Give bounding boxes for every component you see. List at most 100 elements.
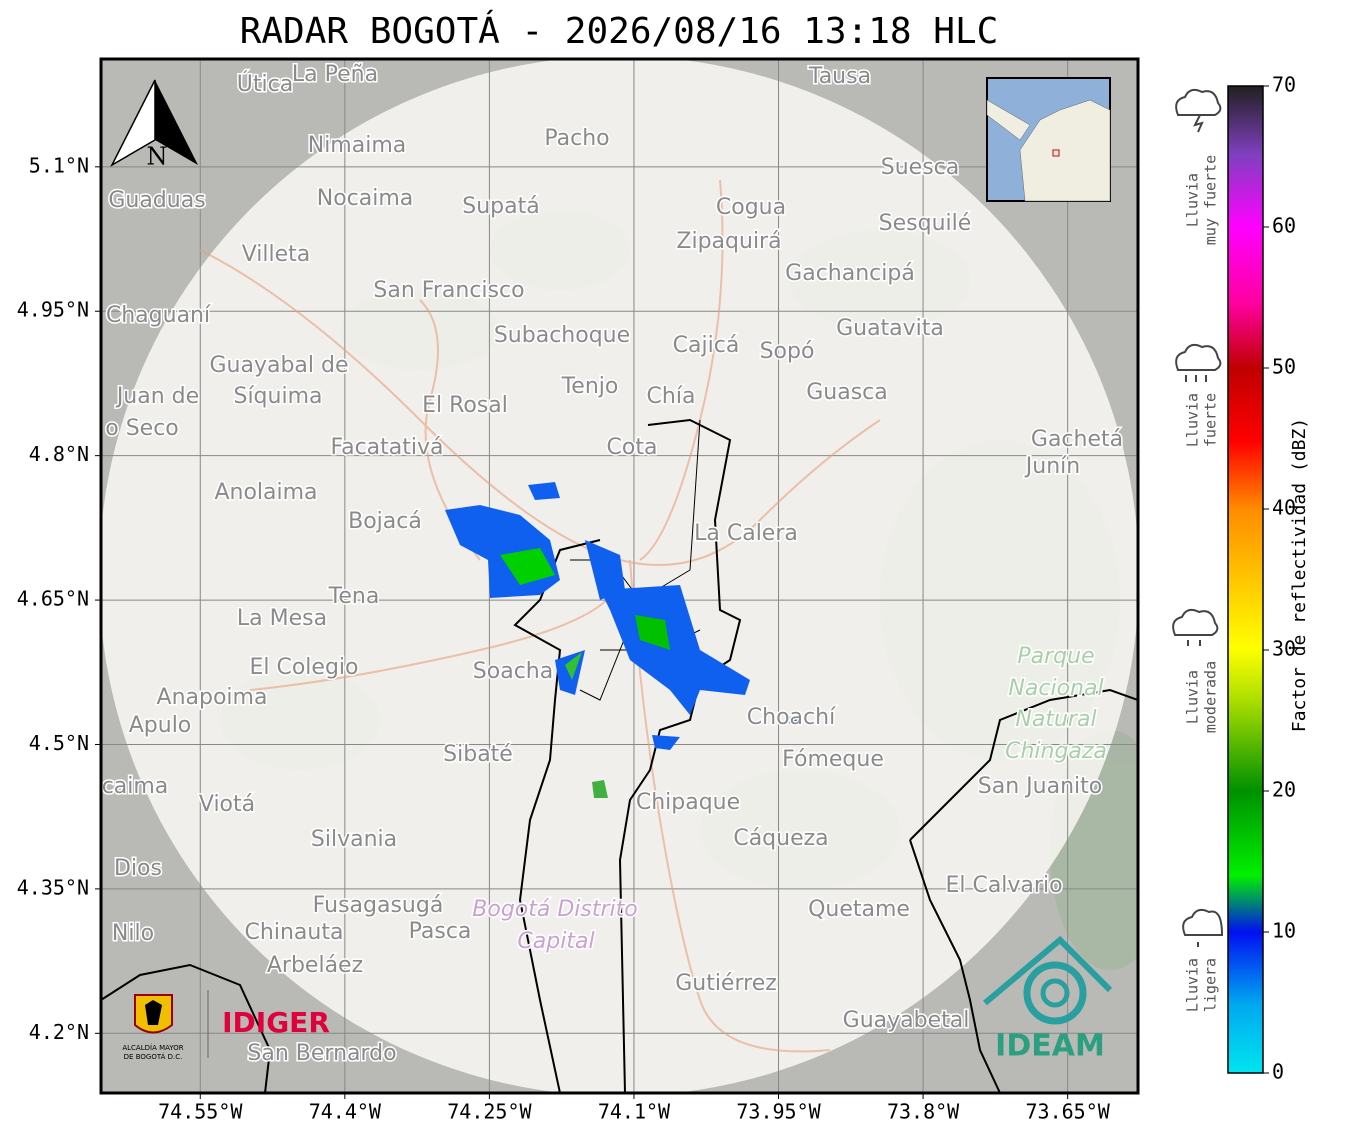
- place-label: Sesquilé: [879, 211, 972, 236]
- place-label: caima: [102, 774, 169, 799]
- place-label: Apulo: [129, 713, 192, 738]
- place-label: Anolaima: [214, 480, 317, 505]
- place-label: Guayabal de: [209, 353, 348, 378]
- place-label: Villeta: [242, 242, 311, 267]
- place-label: Facatativá: [330, 435, 443, 460]
- place-label: Gachetá: [1031, 427, 1123, 452]
- place-label: Zipaquirá: [676, 229, 781, 254]
- colorbar-tick-label: 0: [1272, 1060, 1284, 1084]
- place-label: San Bernardo: [247, 1041, 396, 1066]
- place-label: Juan de: [115, 384, 199, 409]
- place-label: Silvania: [311, 827, 397, 852]
- colorbar-tick-label: 20: [1272, 778, 1296, 802]
- x-tick-label: 74.55°W: [158, 1100, 243, 1124]
- place-label: La Peña: [292, 62, 378, 87]
- rain-category: Lluvia: [1184, 958, 1202, 1012]
- inset-map: [986, 77, 1111, 202]
- rain-category: moderada: [1202, 661, 1220, 733]
- rain-category: fuerte: [1202, 393, 1220, 447]
- radar-echoes: [445, 482, 798, 798]
- place-label: Chaguaní: [106, 303, 211, 328]
- y-tick-label: 4.95°N: [17, 298, 89, 322]
- place-label: Cogua: [716, 195, 786, 220]
- colorbar-tick-label: 70: [1272, 73, 1296, 97]
- place-label: Viotá: [199, 792, 255, 817]
- place-label: Tena: [328, 584, 380, 609]
- colorbar-gradient: [1227, 85, 1264, 1074]
- place-label: Guaduas: [108, 188, 205, 213]
- colorbar-tick-label: 60: [1272, 214, 1296, 238]
- y-tick-label: 4.35°N: [17, 875, 89, 899]
- x-tick-label: 73.8°W: [887, 1100, 960, 1124]
- place-label: Guayabetal: [843, 1008, 970, 1033]
- place-label: Chipaque: [636, 790, 740, 815]
- place-label: Fusagasugá: [313, 893, 444, 918]
- place-label: Nocaima: [317, 186, 414, 211]
- place-label: Quetame: [808, 897, 910, 922]
- x-tick-label: 73.95°W: [736, 1100, 821, 1124]
- place-label: Nacional: [1008, 676, 1103, 701]
- weather-icons: [1172, 88, 1224, 947]
- place-label: Bojacá: [348, 509, 422, 534]
- place-label: Útica: [237, 71, 293, 97]
- north-label: N: [147, 143, 168, 171]
- rain-category: ligera: [1202, 958, 1220, 1012]
- place-label: Soacha: [473, 659, 553, 684]
- place-label: Cota: [607, 435, 658, 460]
- place-label: Chinauta: [245, 920, 344, 945]
- ideam-logo: IDEAM: [995, 1029, 1105, 1064]
- colorbar-tick-label: 30: [1272, 637, 1296, 661]
- x-tick-label: 74.1°W: [598, 1100, 671, 1124]
- place-label: Sopó: [760, 339, 815, 364]
- y-tick-label: 4.5°N: [29, 731, 89, 755]
- place-label: o Seco: [105, 416, 179, 441]
- rain-category: Lluvia: [1184, 173, 1202, 227]
- y-tick-label: 5.1°N: [29, 153, 89, 177]
- place-label: El Rosal: [422, 393, 508, 418]
- colorbar-label: Factor de reflectividad (dBZ): [1289, 418, 1310, 732]
- place-label: Bogotá Distrito: [472, 897, 637, 922]
- y-tick-label: 4.8°N: [29, 442, 89, 466]
- colorbar: Factor de reflectividad (dBZ) 0 10 20 30 40 5…: [1227, 73, 1310, 1084]
- rain-category: Lluvia: [1184, 670, 1202, 724]
- place-label: Gachancipá: [785, 261, 915, 286]
- rain-category: Lluvia: [1184, 393, 1202, 447]
- x-tick-label: 73.65°W: [1025, 1100, 1110, 1124]
- axis-ticks: 74.55°W 74.4°W 74.25°W 74.1°W 73.95°W 73.8°W 7…: [17, 153, 1111, 1123]
- place-label: Subachoque: [494, 323, 630, 348]
- place-label: El Calvario: [945, 873, 1062, 898]
- logos: ALCALDÍA MAYOR DE BOGOTÁ D.C. IDIGER IDE…: [122, 935, 1113, 1064]
- place-label: Guatavita: [836, 316, 944, 341]
- place-label: Capital: [517, 929, 594, 954]
- place-label: Fómeque: [782, 747, 884, 772]
- place-label: Suesca: [881, 155, 959, 180]
- place-label: Chingaza: [1005, 739, 1107, 764]
- place-label: Anapoima: [157, 685, 268, 710]
- title: RADAR BOGOTÁ - 2026/08/16 13:18 HLC: [240, 10, 999, 52]
- place-label: Choachí: [747, 705, 836, 730]
- place-label: Guasca: [806, 380, 888, 405]
- x-tick-label: 74.25°W: [447, 1100, 532, 1124]
- map-frame: [99, 57, 1140, 1095]
- place-label: Supatá: [462, 194, 539, 219]
- colorbar-tick-label: 40: [1272, 496, 1296, 520]
- y-tick-label: 4.65°N: [17, 587, 89, 611]
- place-label: Parque: [1017, 644, 1094, 669]
- place-label: La Mesa: [237, 606, 327, 631]
- alcaldia-line: DE BOGOTÁ D.C.: [124, 1052, 183, 1061]
- x-tick-label: 74.4°W: [309, 1100, 382, 1124]
- place-label: Sibaté: [443, 742, 513, 767]
- place-label: Pasca: [409, 919, 472, 944]
- place-label: Cáqueza: [733, 826, 828, 851]
- place-label: San Francisco: [373, 278, 524, 303]
- place-label: Nimaima: [308, 133, 407, 158]
- place-label: Natural: [1015, 707, 1096, 732]
- alcaldia-line: ALCALDÍA MAYOR: [122, 1043, 183, 1052]
- place-label: Síquima: [233, 384, 322, 409]
- place-label: Cajicá: [673, 333, 740, 358]
- colorbar-tick-label: 50: [1272, 355, 1296, 379]
